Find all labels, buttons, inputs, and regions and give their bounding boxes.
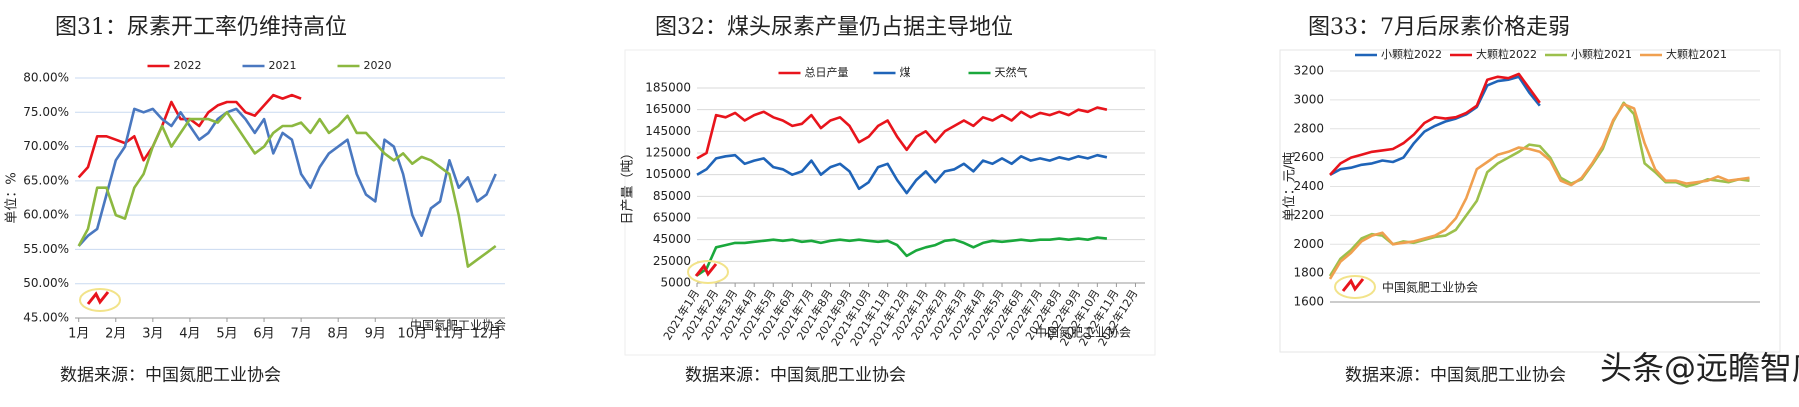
- legend-label: 小颗粒2021: [1571, 47, 1632, 61]
- y-axis-label: 日产量（吨）: [621, 146, 636, 224]
- series-line: [696, 153, 1108, 195]
- y-tick-label: 75.00%: [23, 105, 69, 119]
- x-tick-label: 5月: [216, 327, 237, 342]
- y-tick-label: 80.00%: [23, 71, 69, 85]
- y-tick-label: 1800: [1293, 266, 1324, 280]
- legend-label: 天然气: [995, 65, 1028, 79]
- series-line: [696, 236, 1108, 277]
- annotation: 中国氮肥工业协会: [1035, 325, 1131, 340]
- logo: [687, 260, 729, 284]
- y-tick-label: 55.00%: [23, 242, 69, 256]
- legend-label: 2021: [269, 59, 297, 72]
- watermark: 头条@远瞻智库: [1600, 349, 1799, 387]
- legend-label: 总日产量: [805, 65, 849, 79]
- legend-label: 小颗粒2022: [1381, 47, 1442, 61]
- x-tick-label: 12月: [472, 327, 502, 342]
- y-tick-label: 125000: [645, 146, 691, 160]
- x-tick-label: 2月: [105, 327, 126, 342]
- legend-label: 煤: [900, 66, 911, 79]
- y-tick-label: 45000: [653, 232, 691, 246]
- annotation: 中国氮肥工业协会: [410, 318, 506, 333]
- legend-label: 大颗粒2021: [1666, 47, 1727, 61]
- x-tick-label: 4月: [179, 327, 200, 342]
- x-tick-label: 1月: [68, 327, 89, 342]
- y-tick-label: 145000: [645, 124, 691, 138]
- series-line: [696, 106, 1108, 160]
- legend-label: 2022: [174, 59, 202, 72]
- x-tick-label: 10月: [398, 327, 428, 342]
- y-tick-label: 2000: [1293, 237, 1324, 251]
- y-tick-label: 165000: [645, 102, 691, 116]
- series-line: [1329, 75, 1541, 177]
- y-tick-label: 45.00%: [23, 311, 69, 325]
- y-tick-label: 2600: [1293, 150, 1324, 164]
- x-tick-label: 3月: [142, 327, 163, 342]
- annotation: 中国氮肥工业协会: [1382, 280, 1478, 295]
- y-tick-label: 3200: [1293, 64, 1324, 78]
- panel-bg: [624, 49, 1156, 356]
- y-tick-label: 2200: [1293, 208, 1324, 222]
- y-tick-label: 2400: [1293, 179, 1324, 193]
- source: 数据来源：中国氮肥工业协会: [60, 366, 281, 386]
- logo: [79, 288, 121, 312]
- logo: [1341, 278, 1365, 292]
- y-tick-label: 50.00%: [23, 276, 69, 290]
- y-axis-label: 单位：元/吨: [1283, 152, 1298, 221]
- chart-title: 图31：尿素开工率仍维持高位: [55, 15, 347, 40]
- y-tick-label: 5000: [660, 276, 691, 290]
- x-tick-label: 8月: [328, 327, 349, 342]
- logo: [694, 263, 718, 277]
- y-tick-label: 2800: [1293, 121, 1324, 135]
- x-tick-label: 11月: [435, 327, 465, 342]
- source: 数据来源：中国氮肥工业协会: [685, 366, 906, 386]
- y-tick-label: 3000: [1293, 92, 1324, 106]
- series-line: [1328, 102, 1750, 280]
- series-line: [77, 111, 497, 268]
- legend-label: 大颗粒2022: [1476, 47, 1537, 61]
- y-tick-label: 1600: [1293, 295, 1324, 309]
- logo: [1334, 275, 1376, 299]
- logo: [86, 291, 110, 305]
- legend-label: 2020: [364, 59, 392, 72]
- y-tick-label: 25000: [653, 254, 691, 268]
- x-tick-label: 7月: [290, 327, 311, 342]
- x-tick-label: 6月: [253, 327, 274, 342]
- series-line: [77, 107, 497, 247]
- chart-title: 图33：7月后尿素价格走弱: [1308, 15, 1570, 40]
- source: 数据来源：中国氮肥工业协会: [1345, 366, 1566, 386]
- y-tick-label: 60.00%: [23, 208, 69, 222]
- y-tick-label: 185000: [645, 81, 691, 95]
- chart-title: 图32：煤头尿素产量仍占据主导地位: [655, 15, 1013, 40]
- y-axis-label: 单位：%: [5, 172, 20, 223]
- series-line: [1329, 72, 1541, 176]
- y-tick-label: 65000: [653, 211, 691, 225]
- y-tick-label: 70.00%: [23, 139, 69, 153]
- y-tick-label: 65.00%: [23, 173, 69, 187]
- y-tick-label: 105000: [645, 167, 691, 181]
- x-tick-label: 9月: [365, 327, 386, 342]
- y-tick-label: 85000: [653, 189, 691, 203]
